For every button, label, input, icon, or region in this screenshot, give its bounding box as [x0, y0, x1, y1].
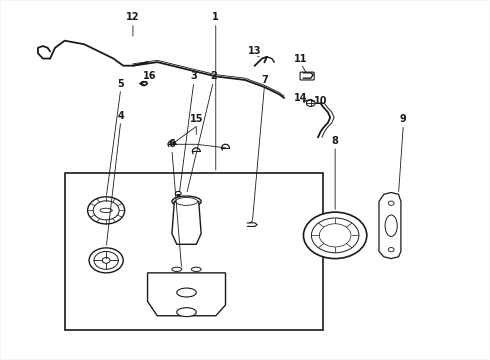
- Ellipse shape: [192, 267, 201, 271]
- Circle shape: [303, 212, 367, 258]
- FancyBboxPatch shape: [300, 72, 314, 80]
- Text: 15: 15: [190, 114, 203, 124]
- Ellipse shape: [175, 198, 197, 205]
- Text: 4: 4: [118, 111, 124, 121]
- Text: 14: 14: [294, 93, 308, 103]
- Text: 16: 16: [143, 71, 157, 81]
- Ellipse shape: [177, 288, 196, 297]
- Circle shape: [388, 201, 394, 205]
- Polygon shape: [172, 202, 201, 244]
- Text: 9: 9: [400, 114, 407, 124]
- Ellipse shape: [177, 308, 196, 317]
- Text: 12: 12: [126, 13, 140, 22]
- Polygon shape: [379, 193, 401, 258]
- Ellipse shape: [172, 196, 201, 207]
- Text: 10: 10: [314, 96, 327, 107]
- Text: 8: 8: [332, 136, 339, 146]
- Text: 6: 6: [169, 139, 175, 149]
- Text: 3: 3: [191, 71, 197, 81]
- Text: 13: 13: [248, 46, 262, 57]
- Ellipse shape: [385, 215, 397, 237]
- Polygon shape: [147, 273, 225, 316]
- Circle shape: [388, 248, 394, 252]
- Ellipse shape: [100, 208, 112, 212]
- Ellipse shape: [172, 267, 182, 271]
- Text: 11: 11: [294, 54, 308, 64]
- Text: 5: 5: [118, 78, 124, 89]
- Text: 1: 1: [212, 13, 219, 22]
- Text: 7: 7: [261, 75, 268, 85]
- Text: 2: 2: [210, 71, 217, 81]
- FancyBboxPatch shape: [65, 173, 323, 330]
